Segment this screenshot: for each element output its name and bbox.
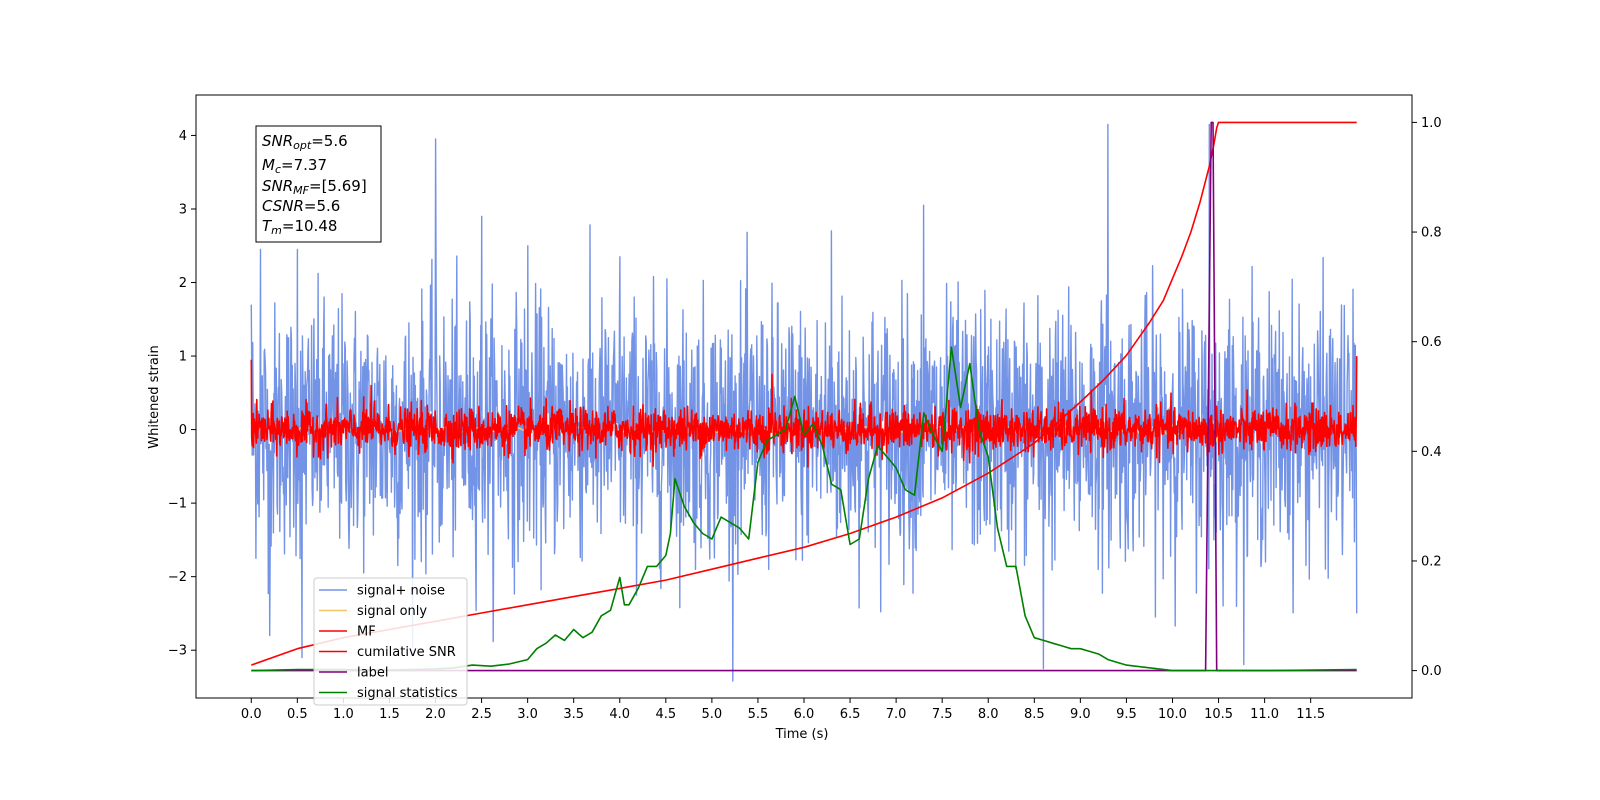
series-layer — [250, 121, 1358, 682]
x-axis: 0.0 0.5 1.0 1.5 2.0 2.5 3.0 3.5 4.0 4.5 5.0 5.5 6.0 6… — [241, 698, 1325, 722]
annotation-tm: Tm=10.48 — [262, 217, 337, 237]
y-axis-right: 1.0 0.8 0.6 0.4 0.2 0.0 — [1412, 116, 1442, 679]
series-line-5 — [251, 346, 1357, 672]
annotation-mc: Mc=7.37 — [262, 156, 327, 176]
x-tick-label: 0.5 — [287, 707, 308, 722]
y-tick-label: 2 — [179, 276, 187, 291]
x-tick-label: 6.0 — [794, 707, 815, 722]
annotation-snr-opt: SNRopt=5.6 — [262, 132, 348, 152]
y-tick-label: 0 — [179, 423, 187, 438]
x-tick-label: 6.5 — [840, 707, 861, 722]
x-tick-label: 11.5 — [1296, 707, 1325, 722]
legend-label: signal statistics — [357, 686, 458, 701]
y-tick-label: −2 — [168, 570, 187, 585]
x-tick-label: 5.5 — [748, 707, 769, 722]
y-axis-label: Whitened strain — [147, 345, 162, 448]
x-tick-label: 1.0 — [333, 707, 354, 722]
x-tick-label: 7.0 — [886, 707, 907, 722]
x-tick-label: 10.0 — [1158, 707, 1187, 722]
x-tick-label: 2.0 — [425, 707, 446, 722]
x-tick-label: 9.0 — [1070, 707, 1091, 722]
legend-label: signal only — [357, 604, 427, 619]
annotation-snr-mf: SNRMF=[5.69] — [262, 177, 367, 197]
legend-label: cumilative SNR — [357, 645, 456, 660]
y-tick-label: −1 — [168, 497, 187, 512]
y-tick-label: 1 — [179, 350, 187, 365]
y2-tick-label: 0.8 — [1421, 226, 1442, 241]
x-tick-label: 4.0 — [609, 707, 630, 722]
x-axis-label: Time (s) — [775, 727, 829, 742]
y-tick-label: 3 — [179, 202, 187, 217]
legend-label: label — [357, 666, 388, 681]
y2-tick-label: 0.6 — [1421, 335, 1442, 350]
x-tick-label: 8.0 — [978, 707, 999, 722]
y-tick-label: 4 — [179, 129, 187, 144]
x-tick-label: 7.5 — [932, 707, 953, 722]
annotation-frame — [255, 125, 382, 243]
y-axis-left: 4 3 2 1 0 −1 −2 −3 — [168, 129, 196, 659]
x-tick-label: 5.0 — [702, 707, 723, 722]
x-tick-label: 2.5 — [471, 707, 492, 722]
y2-tick-label: 0.0 — [1421, 664, 1442, 679]
y2-tick-label: 0.2 — [1421, 554, 1442, 569]
series-line-2 — [250, 356, 1358, 468]
x-tick-label: 9.5 — [1116, 707, 1137, 722]
legend-label: MF — [357, 625, 376, 640]
legend-frame — [313, 577, 468, 706]
legend-label: signal+ noise — [357, 584, 445, 599]
y2-tick-label: 1.0 — [1421, 116, 1442, 131]
annotation-box: SNRopt=5.6 Mc=7.37 SNRMF=[5.69] CSNR=5.6… — [255, 125, 382, 243]
y2-tick-label: 0.4 — [1421, 445, 1442, 460]
x-tick-label: 10.5 — [1204, 707, 1233, 722]
x-tick-label: 1.5 — [379, 707, 400, 722]
x-tick-label: 4.5 — [655, 707, 676, 722]
y-tick-label: −3 — [168, 644, 187, 659]
legend: signal+ noise signal only MF cumilative SNR… — [313, 577, 468, 706]
annotation-csnr: CSNR=5.6 — [262, 197, 340, 215]
x-tick-label: 3.0 — [517, 707, 538, 722]
x-tick-label: 0.0 — [241, 707, 262, 722]
x-tick-label: 8.5 — [1024, 707, 1045, 722]
x-tick-label: 11.0 — [1250, 707, 1279, 722]
x-tick-label: 3.5 — [563, 707, 584, 722]
